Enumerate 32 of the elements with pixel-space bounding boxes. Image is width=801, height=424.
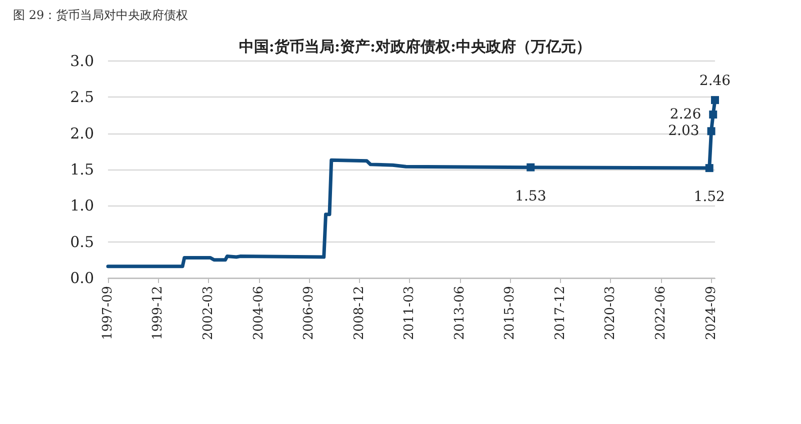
point — [526, 163, 535, 172]
y-tick-label: 0.0 — [70, 269, 94, 287]
x-tick-label: 1997-09 — [100, 286, 116, 340]
y-tick-label: 3.0 — [70, 52, 94, 70]
x-tick-label: 2004-06 — [251, 286, 266, 340]
y-tick-label: 1.0 — [70, 196, 94, 215]
data-label: 2.03 — [668, 123, 700, 140]
x-tick-label: 2008-12 — [352, 286, 367, 340]
x-tick-label: 2013-06 — [452, 286, 468, 340]
x-tick-label: 2011-03 — [402, 286, 418, 340]
x-tick-label: 1999-12 — [150, 286, 166, 340]
x-tick-label: 2002-03 — [200, 286, 216, 340]
point — [709, 110, 718, 119]
x-tick-label: 2006-09 — [302, 286, 317, 340]
point — [707, 127, 716, 136]
data-label: 1.52 — [694, 189, 725, 206]
data-label: 1.53 — [515, 188, 546, 204]
x-tick-label: 2015-09 — [502, 286, 518, 340]
x-tick-label: 2022-06 — [653, 286, 668, 340]
y-tick-label: 1.5 — [70, 160, 94, 178]
chart-title: 图 29：货币当局对中央政府债权 — [13, 8, 188, 22]
x-tick-label: 2017-12 — [552, 286, 568, 340]
data-label: 2.26 — [670, 106, 702, 123]
y-tick-label: 2.5 — [70, 88, 94, 106]
y-tick-label: 2.0 — [70, 124, 94, 142]
y-tick-label: 0.5 — [70, 232, 94, 251]
point — [711, 96, 719, 104]
chart-subtitle: 中国:货币当局:资产:对政府债权:中央政府（万亿元） — [238, 38, 592, 56]
point — [705, 164, 714, 172]
x-tick-label: 2020-03 — [603, 286, 618, 340]
x-tick-label: 2024-09 — [704, 286, 719, 340]
data-label: 2.46 — [699, 73, 731, 90]
